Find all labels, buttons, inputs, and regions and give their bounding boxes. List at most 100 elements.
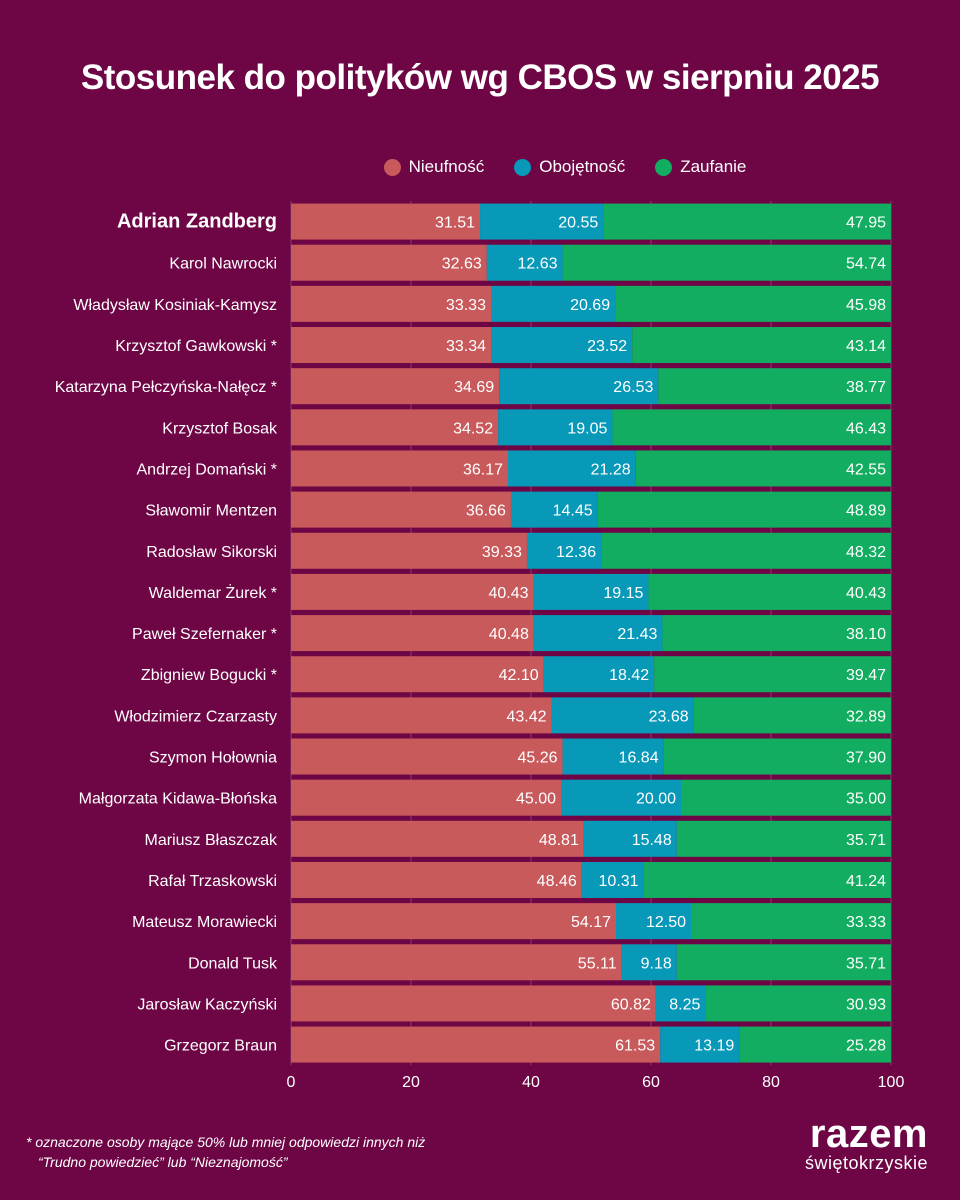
data-label-nieufnosc: 48.46 bbox=[537, 873, 577, 890]
data-label-zaufanie: 35.71 bbox=[846, 832, 886, 849]
x-tick-label: 80 bbox=[762, 1074, 780, 1091]
bar-segment-zaufanie bbox=[615, 285, 891, 322]
bar-segment-nieufnosc bbox=[291, 244, 487, 281]
bar-segment-nieufnosc bbox=[291, 697, 552, 734]
bar-segment-obojetnosc bbox=[486, 244, 563, 281]
data-label-zaufanie: 43.14 bbox=[846, 338, 886, 355]
category-label: Adrian Zandberg bbox=[117, 211, 277, 233]
bar-segment-obojetnosc bbox=[561, 779, 681, 816]
category-label: Radosław Sikorski bbox=[146, 544, 277, 561]
data-label-nieufnosc: 39.33 bbox=[482, 544, 522, 561]
bar-segment-zaufanie bbox=[603, 203, 891, 240]
bar-segment-zaufanie bbox=[705, 985, 891, 1022]
data-label-nieufnosc: 34.52 bbox=[453, 420, 493, 437]
bar-segment-zaufanie bbox=[601, 532, 891, 569]
x-tick-label: 20 bbox=[402, 1074, 420, 1091]
category-label: Paweł Szefernaker * bbox=[132, 626, 277, 643]
logo-region: świętokrzyskie bbox=[804, 1153, 928, 1173]
category-label: Mateusz Morawiecki bbox=[132, 914, 277, 931]
data-label-zaufanie: 42.55 bbox=[846, 461, 886, 478]
data-label-zaufanie: 40.43 bbox=[846, 585, 886, 602]
bar-segment-nieufnosc bbox=[291, 1026, 661, 1063]
bar-segment-zaufanie bbox=[693, 697, 891, 734]
data-label-nieufnosc: 54.17 bbox=[571, 914, 611, 931]
bar-segment-obojetnosc bbox=[660, 1026, 740, 1063]
x-tick-label: 40 bbox=[522, 1074, 540, 1091]
data-label-nieufnosc: 45.00 bbox=[516, 791, 556, 808]
legend: Nieufność Obojętność Zaufanie bbox=[0, 157, 960, 177]
category-label: Szymon Hołownia bbox=[149, 750, 277, 767]
legend-label-zaufanie: Zaufanie bbox=[680, 157, 747, 176]
data-label-zaufanie: 30.93 bbox=[846, 996, 886, 1013]
bar-segment-obojetnosc bbox=[621, 944, 677, 981]
bar-segment-zaufanie bbox=[681, 779, 891, 816]
data-label-obojetnosc: 23.68 bbox=[649, 708, 689, 725]
data-label-obojetnosc: 12.63 bbox=[518, 256, 558, 273]
data-label-zaufanie: 35.71 bbox=[846, 955, 886, 972]
bar-segment-zaufanie bbox=[739, 1026, 891, 1063]
category-label: Władysław Kosiniak-Kamysz bbox=[73, 297, 277, 314]
bar-segment-nieufnosc bbox=[291, 820, 584, 857]
razem-logo: razem świętokrzyskie bbox=[804, 1114, 928, 1174]
bar-segment-zaufanie bbox=[658, 368, 891, 405]
bar-segment-zaufanie bbox=[663, 738, 891, 775]
bar-segment-zaufanie bbox=[632, 327, 891, 364]
data-label-nieufnosc: 40.43 bbox=[489, 585, 529, 602]
bar-segment-zaufanie bbox=[562, 244, 891, 281]
bar-segment-nieufnosc bbox=[291, 615, 534, 652]
category-label: Jarosław Kaczyński bbox=[137, 996, 277, 1013]
data-label-nieufnosc: 36.17 bbox=[463, 461, 503, 478]
x-axis-ticks: 0 20 40 60 80 100 bbox=[287, 1074, 905, 1091]
data-label-zaufanie: 33.33 bbox=[846, 914, 886, 931]
data-label-obojetnosc: 23.52 bbox=[587, 338, 627, 355]
category-label: Zbigniew Bogucki * bbox=[141, 667, 277, 684]
bar-segment-obojetnosc bbox=[498, 409, 613, 446]
data-label-zaufanie: 48.32 bbox=[846, 544, 886, 561]
data-label-nieufnosc: 36.66 bbox=[466, 503, 506, 520]
data-label-zaufanie: 45.98 bbox=[846, 297, 886, 314]
data-label-nieufnosc: 31.51 bbox=[435, 215, 475, 232]
bar-segment-nieufnosc bbox=[291, 532, 527, 569]
data-label-obojetnosc: 21.28 bbox=[591, 461, 631, 478]
bar-segment-obojetnosc bbox=[543, 656, 655, 693]
bar-segment-nieufnosc bbox=[291, 327, 492, 364]
footnote-line-1: * oznaczone osoby mające 50% lub mniej o… bbox=[26, 1134, 426, 1150]
data-label-obojetnosc: 14.45 bbox=[553, 503, 593, 520]
legend-swatch-obojetnosc bbox=[514, 158, 532, 176]
bar-segment-zaufanie bbox=[662, 615, 891, 652]
data-label-obojetnosc: 13.19 bbox=[694, 1038, 734, 1055]
category-label: Krzysztof Gawkowski * bbox=[115, 338, 277, 355]
bar-segment-obojetnosc bbox=[583, 820, 677, 857]
data-label-zaufanie: 47.95 bbox=[846, 215, 886, 232]
bar-segment-obojetnosc bbox=[533, 615, 663, 652]
bar-segment-obojetnosc bbox=[562, 738, 664, 775]
data-label-nieufnosc: 48.81 bbox=[539, 832, 579, 849]
category-label: Donald Tusk bbox=[188, 955, 278, 972]
bar-segment-obojetnosc bbox=[655, 985, 706, 1022]
bar-segment-zaufanie bbox=[597, 491, 891, 528]
data-label-zaufanie: 54.74 bbox=[846, 256, 886, 273]
data-label-zaufanie: 32.89 bbox=[846, 708, 886, 725]
bar-segment-nieufnosc bbox=[291, 779, 561, 816]
bar-segment-obojetnosc bbox=[551, 697, 694, 734]
footnote: * oznaczone osoby mające 50% lub mniej o… bbox=[26, 1132, 425, 1172]
data-label-nieufnosc: 32.63 bbox=[442, 256, 482, 273]
data-label-nieufnosc: 40.48 bbox=[489, 626, 529, 643]
bar-segment-nieufnosc bbox=[291, 861, 582, 898]
category-label: Katarzyna Pełczyńska-Nałęcz * bbox=[55, 379, 277, 396]
footnote-line-2: “Trudno powiedzieć” lub “Nieznajomość” bbox=[38, 1154, 288, 1170]
data-label-nieufnosc: 60.82 bbox=[611, 996, 651, 1013]
bar-segment-zaufanie bbox=[676, 944, 891, 981]
data-label-zaufanie: 38.10 bbox=[846, 626, 886, 643]
data-label-zaufanie: 25.28 bbox=[846, 1038, 886, 1055]
bar-segment-zaufanie bbox=[691, 903, 891, 940]
bar-segment-nieufnosc bbox=[291, 944, 622, 981]
stacked-bar-chart: 31.51 20.55 47.95 32.63 12.63 54.74 33.33 20.69… bbox=[55, 201, 905, 1091]
data-label-nieufnosc: 33.34 bbox=[446, 338, 486, 355]
bar-segment-obojetnosc bbox=[533, 573, 649, 610]
data-label-obojetnosc: 21.43 bbox=[617, 626, 657, 643]
data-label-nieufnosc: 45.26 bbox=[518, 750, 558, 767]
data-label-zaufanie: 48.89 bbox=[846, 503, 886, 520]
data-label-nieufnosc: 42.10 bbox=[499, 667, 539, 684]
bar-segment-zaufanie bbox=[654, 656, 891, 693]
